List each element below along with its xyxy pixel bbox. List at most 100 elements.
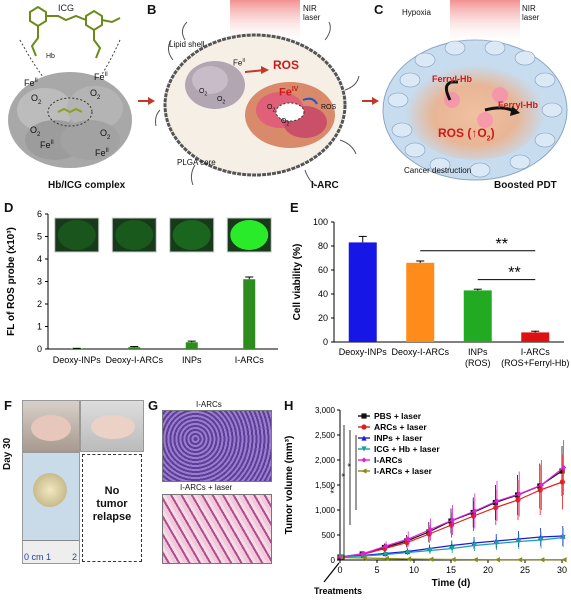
legend-marker [361, 468, 367, 474]
data-point [450, 556, 456, 563]
chart-h: 0 500 1,000 1,500 2,000 2,500 3,000 0 5 10 15 20 25 3… [284, 406, 567, 596]
y-tick-label: 3 [37, 277, 42, 287]
y-tick-label: 4 [37, 254, 42, 264]
data-point [494, 498, 500, 504]
legend-marker [361, 435, 367, 441]
chart-d: 0 1 2 3 4 5 6 FL of ROS probe (x10³) Deoxy-INPs D… [6, 209, 278, 365]
significance-label-1: ** [496, 236, 508, 253]
x-tick-label: Deoxy-INPs [339, 347, 388, 357]
y-tick-label: 2,500 [315, 431, 336, 440]
nir-label-c: NIR laser [522, 4, 540, 22]
panel-label-f: F [4, 398, 12, 413]
boosted-pdt-illustration [382, 0, 568, 181]
x-tick-label: INPs [468, 347, 488, 357]
chart-e: 0 20 40 60 80 100 Cell viability (%) Deoxy-INPs… [292, 217, 569, 368]
fluorescence-image-2 [111, 217, 157, 253]
x-tick-label: Deoxy-INPs [53, 355, 102, 365]
panel-c: C Hypoxia NIR laser Ferryl-Hb Ferryl-Hb R… [374, 0, 571, 195]
significance-label-b: * [340, 473, 350, 477]
y-tick-label: 0 [37, 344, 42, 354]
data-point [405, 549, 411, 556]
data-point [539, 557, 545, 563]
fluorescence-glow-4 [230, 220, 269, 250]
data-point [472, 508, 478, 514]
data-point [561, 464, 567, 471]
x-tick-label: Deoxy-I-ARCs [391, 347, 449, 357]
mouse-photo-2 [80, 400, 144, 452]
arrow-b-c-icon [362, 97, 379, 105]
data-point [361, 555, 367, 561]
panel-label-h: H [284, 398, 294, 413]
data-point [493, 504, 499, 511]
x-tick-label: 5 [374, 565, 379, 575]
y-tick-label: 500 [322, 531, 336, 540]
data-point [405, 536, 411, 542]
histology-top-label: I-ARCs [196, 400, 222, 409]
y-tick-label: 0 [331, 556, 336, 565]
panel-label-c: C [374, 2, 384, 17]
y-tick-label: 20 [318, 313, 328, 323]
legend-entry: INPs + laser [374, 433, 423, 443]
fluorescence-glow-2 [115, 220, 154, 250]
x-tick-label: I-ARCs [521, 347, 550, 357]
data-point [492, 499, 498, 506]
nir-label: NIR laser [303, 4, 321, 22]
x-tick-label: 20 [483, 565, 493, 575]
data-point [428, 556, 434, 562]
treatments-label: Treatments [314, 586, 362, 596]
svg-text:Hb: Hb [46, 53, 55, 60]
data-point [361, 550, 367, 557]
tumor-photo [22, 452, 80, 564]
panel-label-g: G [148, 398, 159, 413]
data-point [471, 542, 477, 549]
legend-entry: PBS + laser [374, 411, 422, 421]
no-relapse-box: No tumor relapse [82, 454, 142, 562]
data-point [516, 491, 522, 497]
caption-b: I-ARC [311, 180, 339, 191]
legend-marker [361, 424, 367, 430]
legend-marker [361, 457, 367, 463]
x-tick-label: (ROS+Ferryl-Hb) [501, 358, 569, 368]
data-point [471, 513, 477, 519]
fluorescence-glow-3 [172, 220, 211, 250]
y-tick-label: 2 [37, 299, 42, 309]
x-tick-label: 15 [446, 565, 456, 575]
panel-label-d: D [4, 200, 14, 215]
y-tick-label: 80 [318, 241, 328, 251]
data-point [494, 557, 500, 563]
data-point [561, 557, 567, 563]
data-point [426, 531, 432, 537]
significance-label-c: * [346, 463, 356, 467]
bar-1 [348, 242, 377, 342]
panel-label-b: B [147, 2, 157, 17]
y-tick-label: 100 [313, 217, 328, 227]
bar-2 [128, 347, 141, 349]
x-axis-label: Time (d) [432, 578, 471, 589]
data-point [448, 522, 454, 528]
fluorescence-image-3 [169, 217, 215, 253]
bar-3 [463, 290, 492, 342]
arrow-a-b-icon [138, 97, 155, 105]
bar-4 [243, 279, 256, 349]
fluorescence-image-1 [54, 217, 100, 253]
caption-a: Hb/ICG complex [48, 180, 126, 191]
data-point [494, 540, 500, 547]
y-axis-label: FL of ROS probe (x10³) [6, 227, 17, 336]
plga-core-label: PLGA core [177, 158, 216, 167]
y-axis-label: Tumor volume (mm³) [284, 436, 295, 535]
legend-marker [361, 413, 367, 419]
y-tick-label: 60 [318, 265, 328, 275]
x-tick-label: 0 [337, 565, 342, 575]
legend-entry: I-ARCs + laser [374, 466, 433, 476]
y-tick-label: 5 [37, 232, 42, 242]
data-point [339, 554, 345, 561]
ros-o2-label: ROS (↑O2) [438, 126, 495, 143]
significance-label-2: ** [508, 265, 520, 282]
y-tick-label: 1,500 [315, 481, 336, 490]
legend-entry: ARCs + laser [374, 422, 427, 432]
panel-b: B NIR laser Lipid shell FeII ROS FeIV ROS… [147, 0, 363, 195]
histology-bottom [162, 494, 272, 564]
legend-marker [361, 446, 367, 452]
x-tick-label: INPs [182, 355, 202, 365]
day-30-label: Day 30 [2, 437, 13, 470]
